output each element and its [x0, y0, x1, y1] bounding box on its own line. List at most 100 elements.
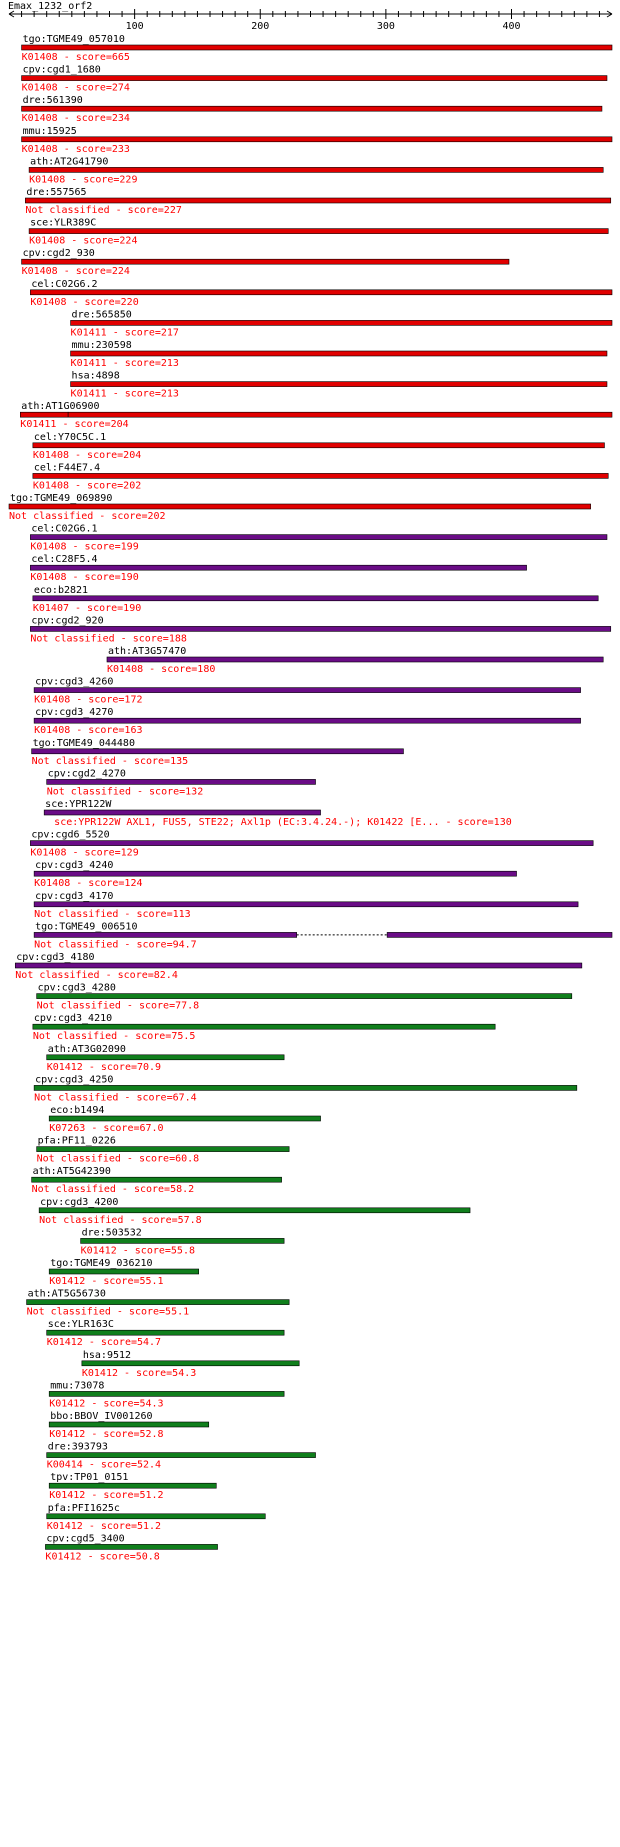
hit-info-label: K01408 - score=224 — [22, 266, 130, 277]
hit-bar — [70, 381, 608, 387]
hit-row: sce:YLR163C K01412 - score=54.7 — [46, 1319, 285, 1348]
hit-row: hsa:9512 K01412 - score=54.3 — [81, 1350, 300, 1379]
hit-bar — [25, 197, 612, 204]
hit-row: tgo:TGME49_057010 K01408 - score=665 — [21, 34, 613, 63]
hit-info-label: K01408 - score=163 — [34, 725, 142, 736]
hit-row: cpv:cgd3_4280 Not classified - score=77.8 — [36, 983, 573, 1012]
hit-info-label: K01412 - score=55.8 — [81, 1245, 195, 1256]
hit-bar — [32, 595, 599, 602]
hit-gene-label: sce:YLR163C — [48, 1319, 114, 1330]
hit-gene-label: dre:503532 — [82, 1227, 142, 1238]
hit-gene-label: hsa:9512 — [83, 1350, 131, 1361]
hit-bar — [30, 840, 594, 846]
hit-info-label: K01408 - score=124 — [34, 878, 142, 889]
hit-info-label: Not classified - score=55.1 — [27, 1307, 190, 1318]
hit-info-label: K01408 - score=202 — [33, 480, 141, 491]
hit-row: tpv:TP01_0151 K01412 - score=51.2 — [48, 1472, 217, 1501]
hit-info-label: K01408 - score=224 — [29, 236, 137, 247]
hit-info-label: Not classified - score=227 — [25, 205, 182, 216]
hit-bar — [81, 1360, 300, 1367]
hit-row: cpv:cgd2_920 Not classified - score=188 — [30, 615, 612, 644]
hit-bar — [20, 411, 69, 418]
hit-bar — [38, 1207, 471, 1214]
hit-info-label: Not classified - score=75.5 — [33, 1031, 196, 1042]
hit-row: cpv:cgd3_4250 Not classified - score=67.4 — [33, 1074, 578, 1103]
hit-bar — [46, 779, 316, 785]
hit-row: eco:b2821 K01407 - score=190 — [32, 585, 599, 614]
hit-info-label: K01411 - score=213 — [71, 358, 179, 369]
hit-bar — [46, 1513, 266, 1520]
hit-gene-label: ath:AT3G57470 — [108, 646, 186, 657]
hit-gene-label: cpv:cgd3_4180 — [16, 952, 94, 963]
hit-bar — [46, 1452, 316, 1458]
hit-info-label: Not classified - score=58.2 — [32, 1184, 195, 1195]
hit-row: cpv:cgd3_4180 Not classified - score=82.4 — [14, 952, 583, 981]
hit-gene-label: mmu:15925 — [23, 126, 77, 137]
length-axis: 100 200 300 400 — [8, 9, 613, 32]
hit-info-label: K01411 - score=213 — [71, 389, 179, 400]
hit-info-label: K01408 - score=129 — [30, 848, 138, 859]
hit-row: dre:561390 K01408 - score=234 — [21, 95, 603, 124]
hit-bar — [36, 993, 573, 999]
hit-info-label: Not classified - score=135 — [32, 756, 189, 767]
hit-gene-label: cpv:cgd6_5520 — [31, 830, 109, 841]
hit-row: cel:Y70C5C.1 K01408 - score=204 — [32, 432, 605, 461]
hit-gene-label: cel:F44E7.4 — [34, 462, 100, 473]
hit-row: ath:AT3G02090 K01412 - score=70.9 — [46, 1044, 285, 1073]
axis-right-arrow — [606, 10, 613, 18]
hit-info-label: K01408 - score=229 — [29, 174, 137, 185]
axis-left-arrow — [8, 10, 15, 18]
axis-tick-label: 100 — [126, 21, 144, 32]
hit-gene-label: eco:b1494 — [50, 1105, 104, 1116]
hit-bar — [33, 687, 581, 693]
hit-info-label: Not classified - score=60.8 — [37, 1154, 200, 1165]
hit-row: sce:YPR122W sce:YPR122W AXL1, FUS5, STE22… — [43, 799, 512, 828]
hit-bar — [46, 1054, 285, 1061]
hit-bar — [48, 1421, 210, 1428]
hit-row: cpv:cgd2_930 K01408 - score=224 — [21, 248, 510, 277]
hit-bar — [31, 1176, 282, 1183]
hit-gene-label: sce:YPR122W — [45, 799, 112, 810]
hit-row: dre:565850 K01411 - score=217 — [70, 309, 613, 338]
hit-gene-label: dre:393793 — [48, 1442, 108, 1453]
hit-info-label: K01408 - score=220 — [30, 297, 138, 308]
hit-info-label: K01412 - score=50.8 — [45, 1551, 159, 1562]
hit-bar — [21, 75, 608, 81]
hit-gene-label: cpv:cgd3_4280 — [38, 983, 116, 994]
hit-bar — [45, 1544, 218, 1550]
hit-gene-label: cpv:cgd5_3400 — [46, 1533, 124, 1544]
hit-info-label: K01408 - score=234 — [22, 113, 130, 124]
hit-bar — [21, 258, 510, 265]
hit-bar — [43, 809, 321, 816]
hit-gene-label: tgo:TGME49_069890 — [10, 493, 112, 504]
hit-gene-label: eco:b2821 — [34, 585, 88, 596]
hit-bar — [48, 1115, 321, 1122]
hit-info-label: Not classified - score=188 — [30, 633, 187, 644]
hit-gene-label: bbo:BBOV_IV001260 — [50, 1411, 152, 1422]
hit-gene-label: dre:565850 — [72, 309, 132, 320]
hit-bar — [21, 136, 613, 143]
hit-gene-label: cpv:cgd3_4210 — [34, 1013, 112, 1024]
hit-bar — [32, 1023, 496, 1030]
hit-gene-label: cpv:cgd3_4250 — [35, 1074, 113, 1085]
hit-bar — [70, 320, 613, 326]
hit-row: sce:YLR389C K01408 - score=224 — [28, 218, 609, 247]
hit-bar — [36, 1146, 290, 1152]
hit-bar — [33, 870, 517, 877]
hit-row: cpv:cgd6_5520 K01408 - score=129 — [30, 830, 594, 859]
hit-row: eco:b1494 K07263 - score=67.0 — [48, 1105, 321, 1134]
hit-row: mmu:15925 K01408 - score=233 — [21, 126, 613, 155]
hit-row: tgo:TGME49_006510 Not classified - score=… — [33, 921, 613, 950]
hit-info-label: K01412 - score=54.3 — [82, 1368, 196, 1379]
hit-gene-label: cpv:cgd3_4270 — [35, 707, 113, 718]
hit-row: pfa:PFI1625c K01412 - score=51.2 — [46, 1503, 266, 1532]
hit-gene-label: cpv:cgd2_920 — [31, 615, 103, 626]
hit-bar — [21, 44, 613, 51]
hit-row: tgo:TGME49_069890 Not classified - score=… — [8, 493, 591, 522]
hit-row: tgo:TGME49_036210 K01412 - score=55.1 — [48, 1258, 199, 1287]
hit-gene-label: tgo:TGME49_036210 — [50, 1258, 152, 1269]
hit-bar — [33, 1085, 578, 1091]
hit-info-label: K01412 - score=55.1 — [49, 1276, 163, 1287]
axis-tick-label: 300 — [377, 21, 395, 32]
hit-info-label: Not classified - score=202 — [9, 511, 166, 522]
